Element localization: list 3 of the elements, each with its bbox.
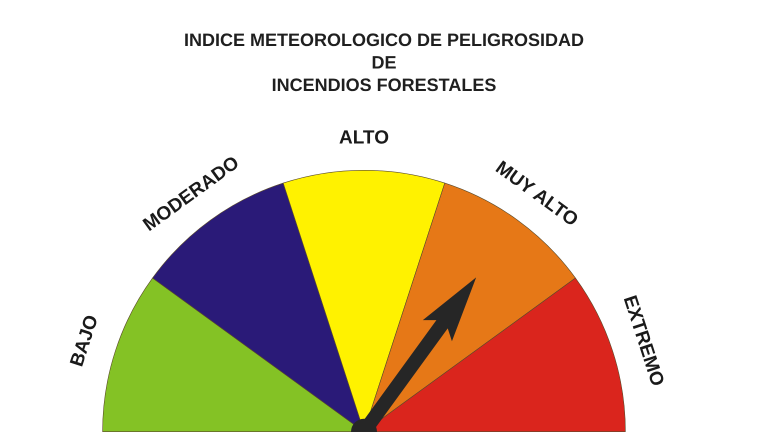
slice-label: ALTO: [339, 128, 389, 149]
slice-label: BAJO: [66, 312, 103, 370]
chart-title: INDICE METEOROLOGICO DE PELIGROSIDAD DE INCENDIOS FORESTALES: [184, 30, 584, 95]
